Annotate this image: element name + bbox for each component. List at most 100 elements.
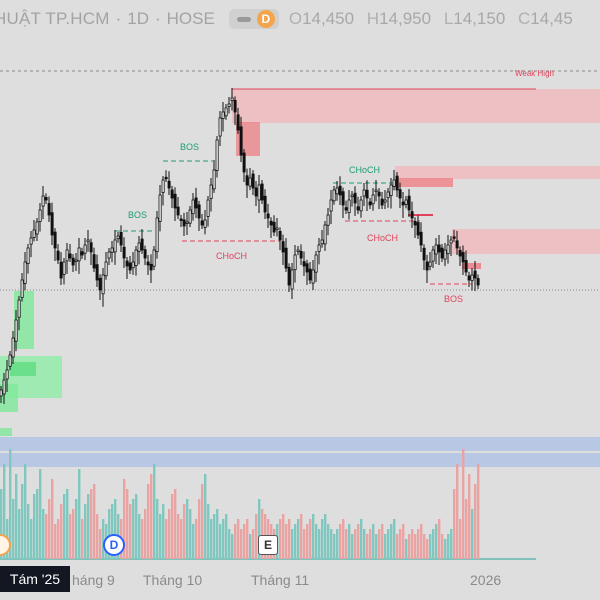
candle-body — [371, 194, 375, 205]
volume-bar — [75, 499, 78, 559]
close-readout: C14,45 — [518, 9, 573, 28]
candle-body — [158, 194, 162, 222]
exchange-label: HOSE — [166, 9, 215, 28]
volume-bar — [204, 474, 207, 559]
candle-body — [410, 211, 414, 219]
choch-label-1: CHoCH — [216, 251, 247, 261]
candle-body — [434, 244, 438, 255]
volume-bar — [255, 514, 258, 559]
candle-body — [332, 189, 336, 202]
bull-order-block-3 — [10, 362, 36, 376]
candlestick-series — [0, 88, 480, 404]
volume-bar — [447, 534, 450, 559]
volume-bar — [438, 519, 441, 559]
candle-body — [338, 185, 342, 196]
time-axis[interactable]: háng 9 Tháng 10 Tháng 11 2026 — [0, 566, 600, 600]
bos-label-3: BOS — [444, 294, 463, 304]
volume-bar — [147, 484, 150, 559]
volume-bar — [333, 534, 336, 559]
volume-bar — [198, 499, 201, 559]
volume-bar — [96, 514, 99, 559]
volume-bar — [78, 469, 81, 559]
candle-body — [92, 254, 96, 269]
volume-bar — [159, 514, 162, 559]
candle-body — [23, 261, 27, 284]
volume-bar — [351, 534, 354, 559]
candle-body — [53, 231, 57, 249]
candle-body — [368, 201, 372, 206]
candle-body — [329, 199, 333, 212]
header-separator: · — [115, 9, 122, 28]
volume-bar — [348, 524, 351, 559]
volume-bar — [45, 514, 48, 559]
candle-body — [275, 227, 279, 230]
symbol-name[interactable]: HUẬT TP.HCM — [0, 9, 110, 28]
volume-bar — [99, 529, 102, 559]
candle-body — [116, 235, 120, 240]
volume-bar — [402, 524, 405, 559]
candle-body — [392, 179, 396, 187]
volume-bar — [336, 529, 339, 559]
candle-body — [89, 242, 93, 253]
volume-bar — [39, 469, 42, 559]
volume-bar — [141, 519, 144, 559]
candle-body — [128, 262, 132, 271]
candle-body — [167, 180, 171, 189]
volume-bar — [420, 524, 423, 559]
volume-bar — [240, 529, 243, 559]
candle-body — [107, 251, 111, 259]
candle-body — [104, 261, 108, 277]
volume-bar — [363, 529, 366, 559]
volume-bar — [57, 519, 60, 559]
candle-body — [131, 261, 135, 269]
volume-bar — [345, 529, 348, 559]
candle-body — [41, 195, 45, 207]
volume-bar — [417, 529, 420, 559]
data-status-pill[interactable]: D — [228, 9, 279, 29]
bear-order-block-last — [462, 263, 481, 269]
candle-body — [20, 279, 24, 298]
volume-bar — [423, 534, 426, 559]
volume-bar — [30, 519, 33, 559]
volume-bar — [309, 519, 312, 559]
candle-body — [209, 184, 213, 199]
candle-body — [188, 209, 192, 224]
candle-body — [44, 197, 48, 201]
volume-bar — [390, 524, 393, 559]
candle-body — [302, 261, 306, 267]
candle-body — [77, 247, 81, 262]
interval-label[interactable]: 1D — [127, 9, 149, 28]
candle-body — [440, 247, 444, 259]
bear-order-block-mid-inner — [398, 178, 453, 187]
low-readout: L14,150 — [443, 9, 506, 28]
high-readout: H14,950 — [366, 9, 432, 28]
candle-body — [314, 254, 318, 273]
volume-bar — [399, 529, 402, 559]
candle-body — [83, 244, 87, 254]
volume-bar — [339, 524, 342, 559]
volume-bar — [36, 489, 39, 559]
earnings-event-marker[interactable]: E — [258, 535, 278, 555]
candle-body — [98, 277, 102, 291]
candle-body — [134, 249, 138, 266]
candle-body — [452, 236, 456, 239]
volume-bar — [63, 494, 66, 559]
volume-bar — [93, 484, 96, 559]
candle-body — [335, 187, 339, 195]
candle-body — [17, 299, 21, 318]
bull-order-block-5 — [0, 428, 12, 436]
volume-bar — [66, 489, 69, 559]
dividend-event-marker[interactable]: D — [103, 534, 125, 556]
candle-body — [473, 270, 477, 279]
candle-body — [224, 107, 228, 117]
volume-bar — [168, 509, 171, 559]
volume-bar — [426, 539, 429, 559]
volume-bar — [33, 494, 36, 559]
candle-body — [14, 319, 18, 342]
volume-bar — [294, 524, 297, 559]
volume-bar — [441, 534, 444, 559]
candle-body — [395, 175, 399, 191]
volume-bar — [126, 489, 129, 559]
volume-bar — [405, 539, 408, 559]
